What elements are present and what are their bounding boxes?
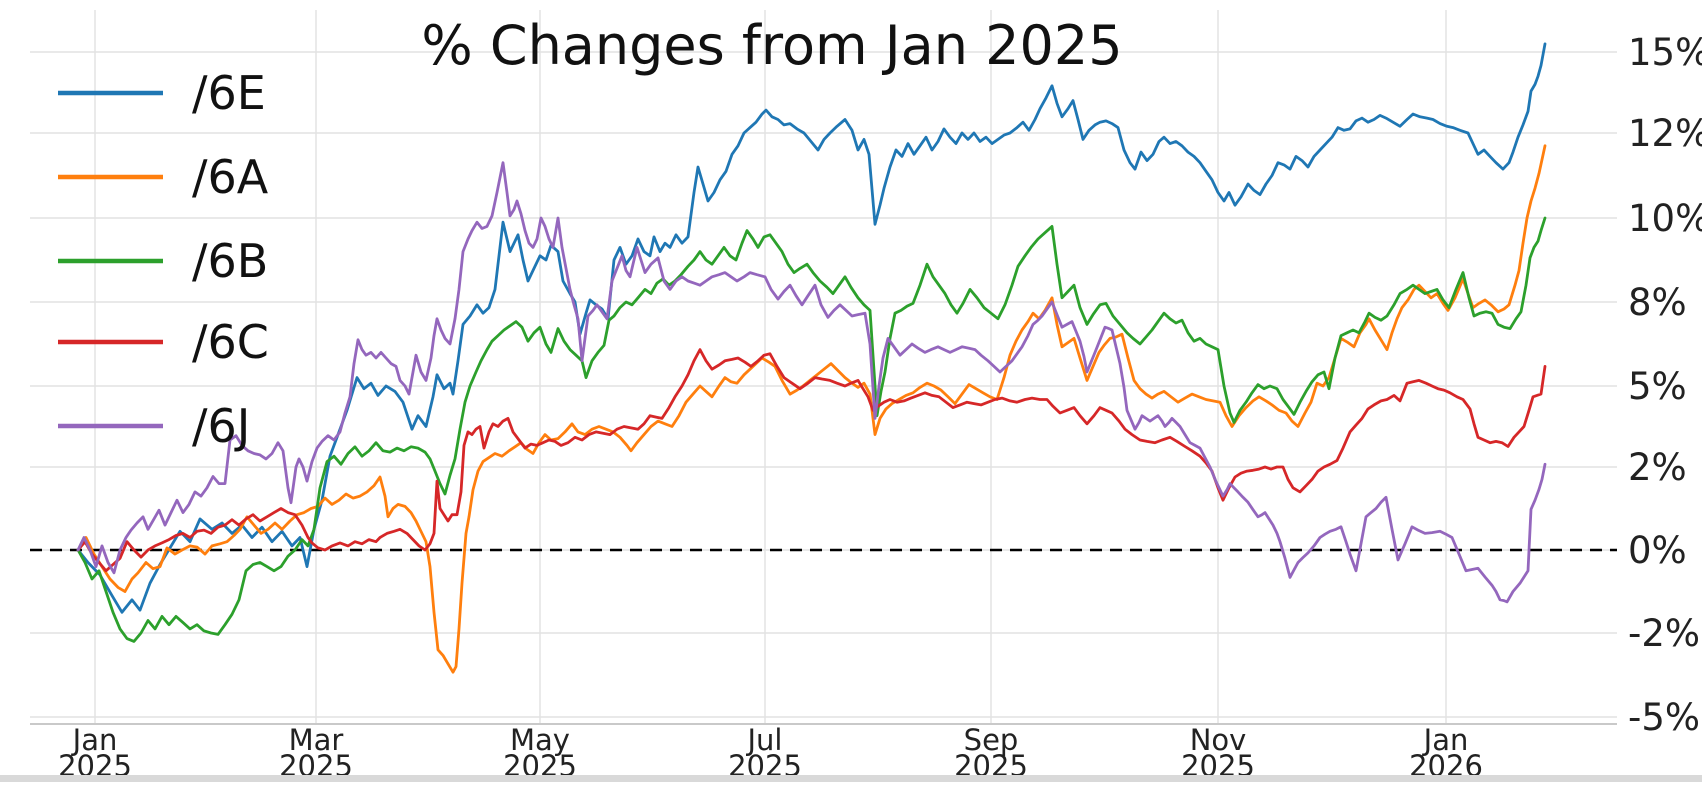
series-line-6B [76, 216, 1547, 643]
y-tick-label-15%: 15% [1628, 31, 1702, 74]
y-tick-label--2%: -2% [1628, 612, 1700, 655]
chart-title: % Changes from Jan 2025 [421, 14, 1122, 77]
legend-label-6C: /6C [192, 315, 269, 369]
y-tick-label-10%: 10% [1628, 197, 1702, 240]
x-tick-month: Jan [71, 723, 118, 757]
y-tick-label-0%: 0% [1628, 529, 1687, 572]
plot-area[interactable] [30, 10, 1617, 724]
y-tick-label-12%: 12% [1628, 112, 1702, 155]
legend-label-6J: /6J [192, 399, 250, 453]
legend-label-6B: /6B [192, 234, 268, 288]
series-line-6E [76, 42, 1547, 614]
legend-label-6E: /6E [192, 66, 266, 120]
x-tick-month: May [510, 723, 570, 757]
series-line-6C [76, 348, 1547, 573]
legend-item-6B: /6B [58, 234, 268, 288]
x-tick-month: Nov [1190, 723, 1247, 757]
legend-item-6J: /6J [58, 399, 250, 453]
x-tick-month: Jul [746, 723, 783, 757]
x-tick-month: Sep [964, 723, 1019, 757]
legend-item-6A: /6A [58, 150, 269, 204]
legend-item-6E: /6E [58, 66, 266, 120]
legend-item-6C: /6C [58, 315, 269, 369]
bottom-edge-bar [0, 775, 1702, 782]
x-tick-month: Jan [1422, 723, 1469, 757]
series-line-6J [76, 161, 1547, 604]
series-lines [76, 42, 1547, 674]
series-line-6A [76, 144, 1547, 674]
y-tick-label-8%: 8% [1628, 281, 1687, 324]
y-tick-label--5%: -5% [1628, 696, 1700, 739]
y-tick-label-2%: 2% [1628, 446, 1687, 489]
legend: /6E/6A/6B/6C/6J [58, 66, 269, 453]
legend-label-6A: /6A [192, 150, 269, 204]
x-tick-month: Mar [289, 723, 344, 757]
y-axis-tick-labels: 15% 12% 10% 8% 5% 2% 0% -2% -5% [1628, 31, 1702, 739]
y-tick-label-5%: 5% [1628, 365, 1687, 408]
